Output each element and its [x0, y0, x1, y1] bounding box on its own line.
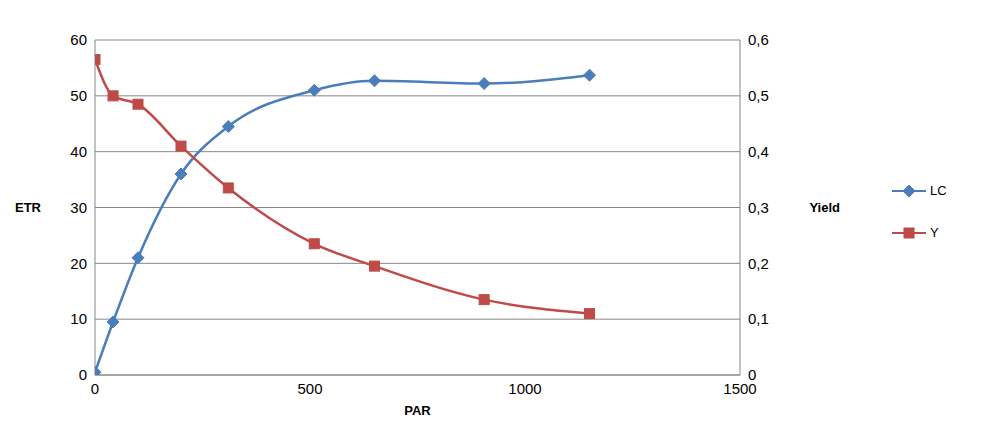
svg-text:50: 50: [70, 87, 87, 104]
svg-text:0,2: 0,2: [748, 255, 769, 272]
svg-text:0,1: 0,1: [748, 310, 769, 327]
svg-text:ETR: ETR: [15, 200, 42, 215]
svg-text:Yield: Yield: [809, 200, 840, 215]
svg-text:30: 30: [70, 199, 87, 216]
svg-text:40: 40: [70, 143, 87, 160]
svg-text:0,5: 0,5: [748, 87, 769, 104]
html-text:Y: Y: [930, 225, 939, 241]
svg-text:20: 20: [70, 255, 87, 272]
svg-text:1500: 1500: [723, 379, 757, 397]
svg-text:0,6: 0,6: [748, 31, 769, 48]
svg-text:500: 500: [297, 380, 322, 397]
svg-text:0,3: 0,3: [748, 199, 769, 216]
svg-text:0: 0: [748, 366, 756, 383]
svg-text:60: 60: [70, 31, 87, 48]
svg-text:0: 0: [91, 380, 99, 397]
svg-text:PAR: PAR: [404, 403, 431, 418]
svg-text:0,4: 0,4: [748, 143, 769, 160]
svg-text:0: 0: [79, 366, 87, 383]
svg-text:10: 10: [70, 310, 87, 327]
html-text:LC: LC: [930, 183, 947, 199]
svg-text:1000: 1000: [508, 380, 541, 397]
